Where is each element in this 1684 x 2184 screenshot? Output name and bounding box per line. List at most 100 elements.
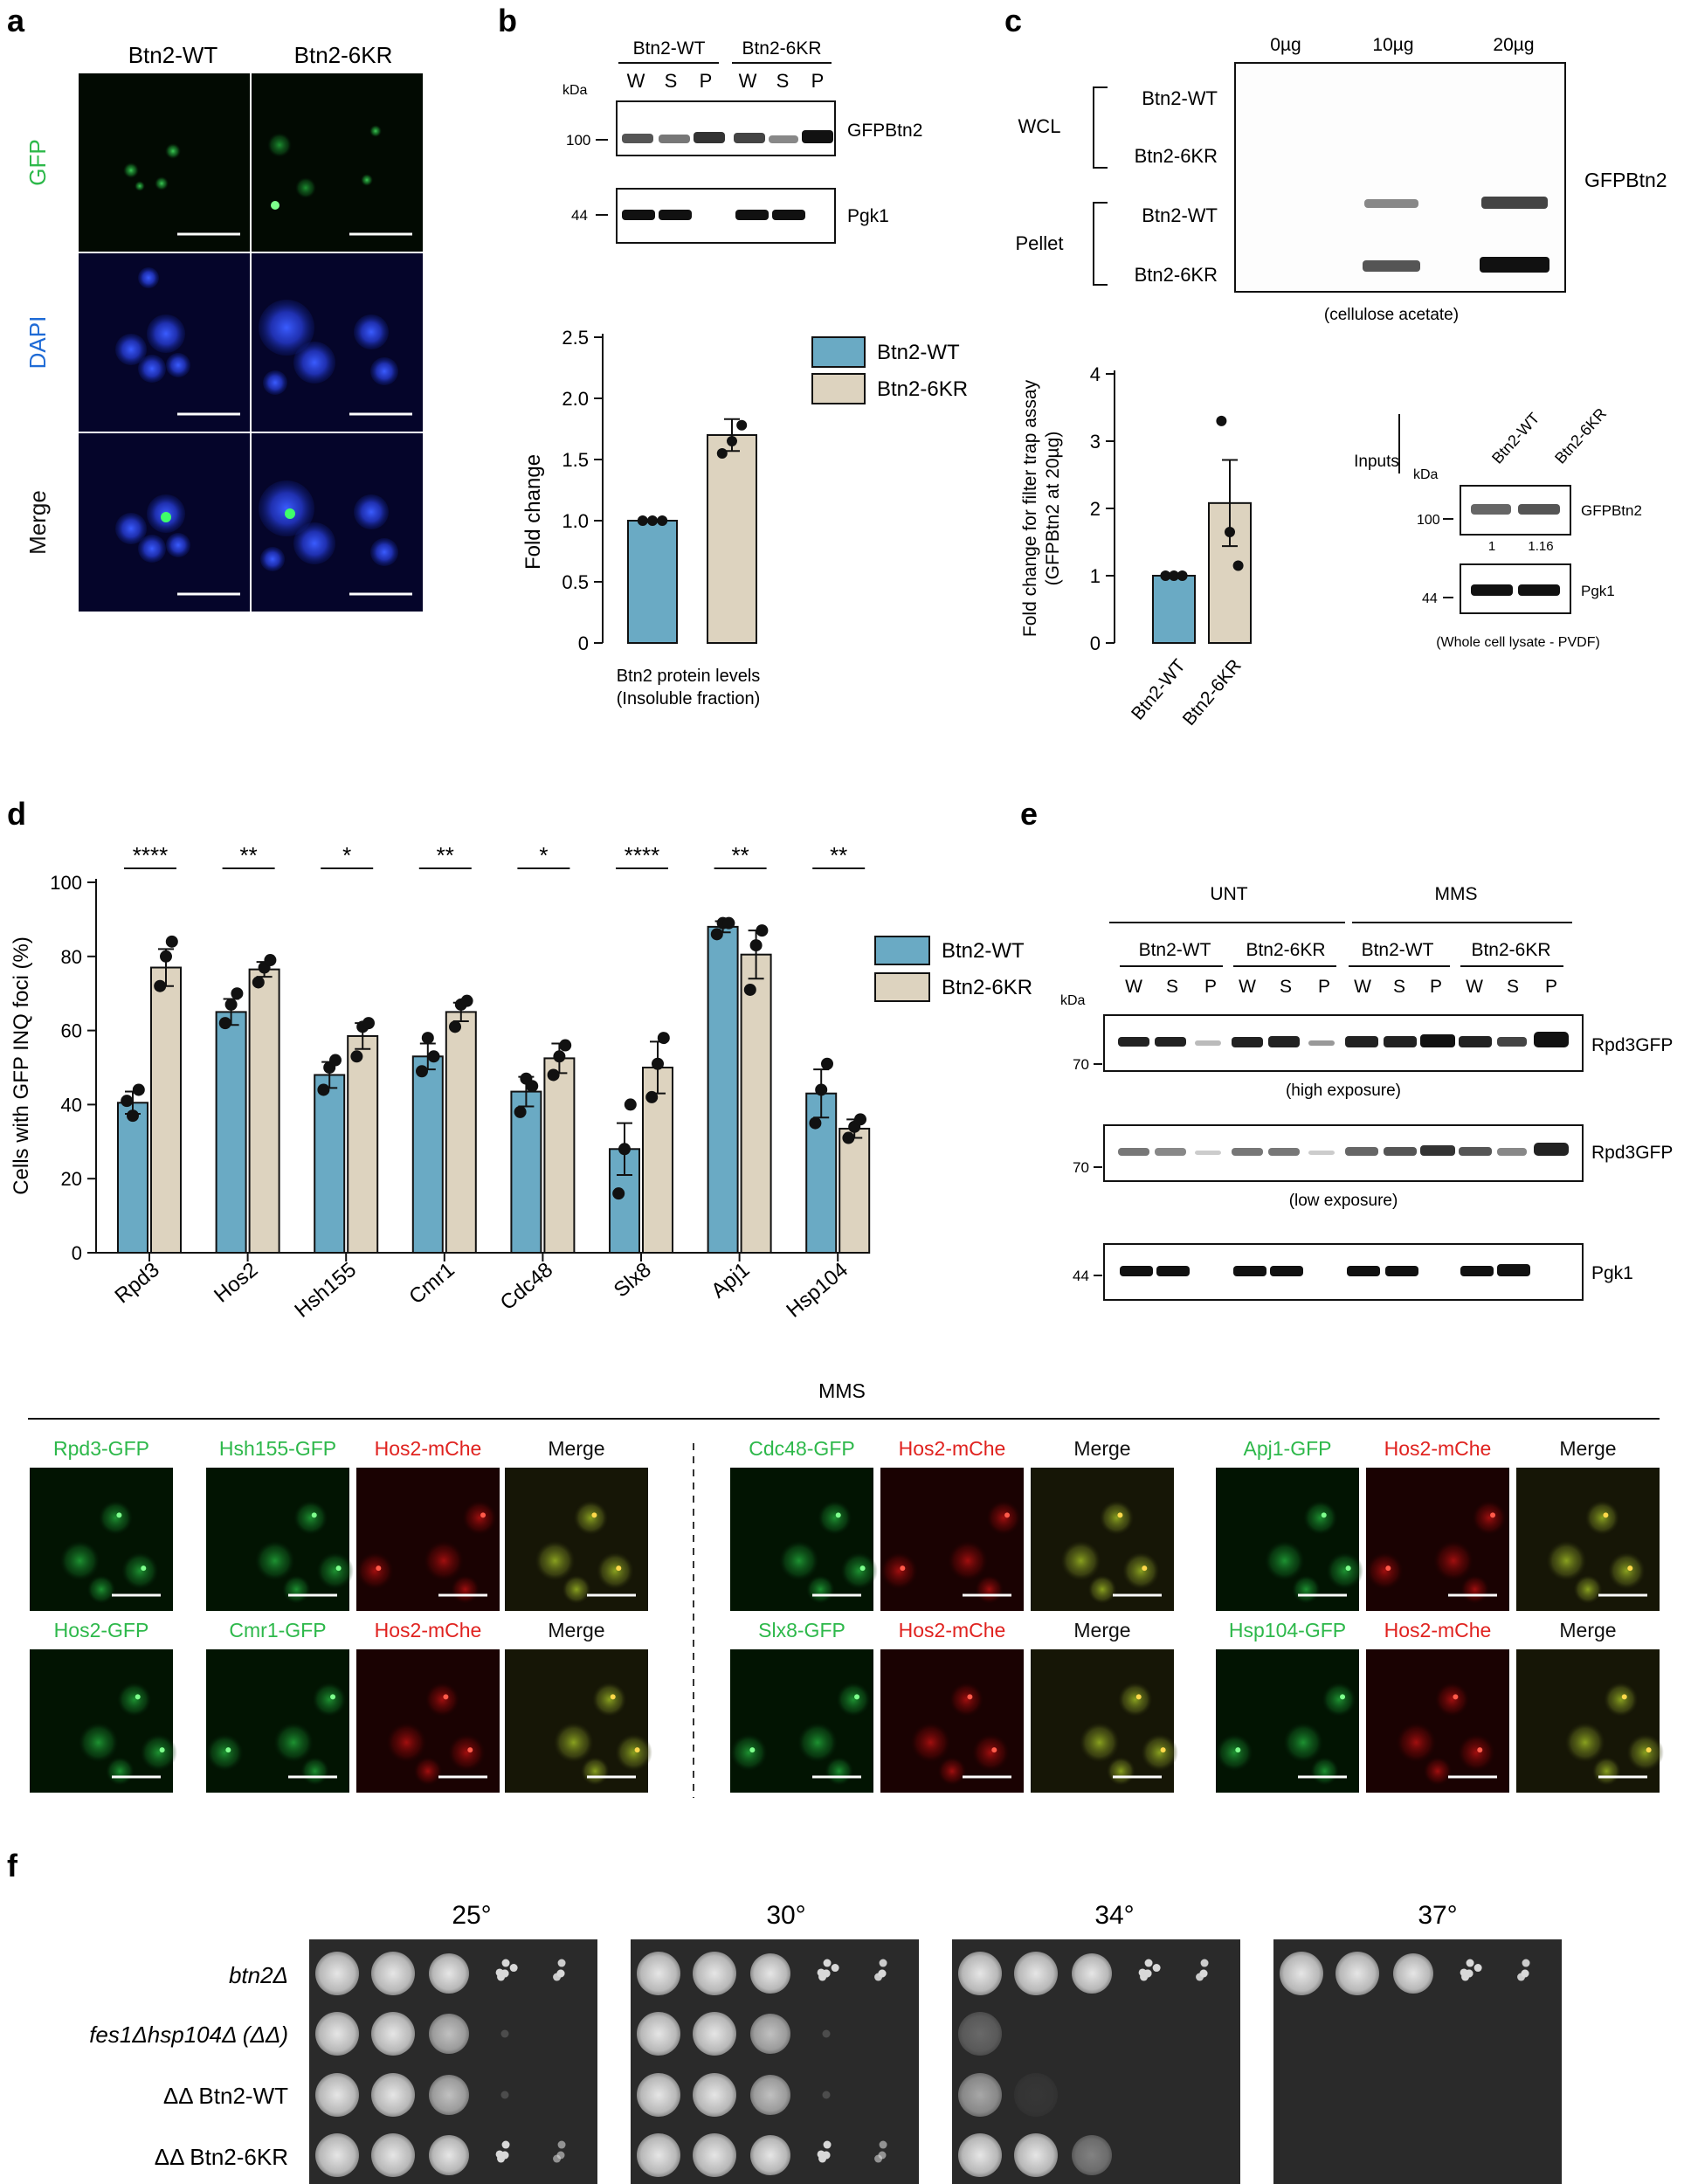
b-y-tick-label: 1.5 (562, 449, 589, 471)
micro-label: Hos2-mChe (375, 1619, 482, 1641)
f-spot (1072, 1953, 1112, 1994)
f-spot (429, 2014, 469, 2054)
micro-focus (159, 1747, 165, 1753)
micro-cell (312, 1682, 347, 1717)
micro-cell (1303, 1500, 1338, 1536)
chart-c: Fold change for filter trap assay (GFPBt… (1020, 363, 1252, 729)
c-row: Btn2-6KR (1135, 145, 1218, 167)
micro-cell (1423, 1757, 1453, 1786)
d-data-point (154, 979, 167, 992)
panel-label-b: b (498, 3, 517, 38)
e-group: Btn2-WT (1362, 940, 1434, 960)
b-lane: S (776, 70, 790, 92)
micro-cell (730, 1733, 768, 1772)
micro-cell (1283, 1722, 1324, 1763)
f-spot (693, 2012, 736, 2056)
micro-label: Hsh155-GFP (219, 1437, 336, 1460)
micro-focus (1004, 1512, 1011, 1518)
f-colony (553, 2154, 562, 2163)
micro-label: Merge (548, 1619, 604, 1641)
c-ylabel-2: (GFPBtn2 at 20µg) (1043, 432, 1063, 586)
micro-focus (634, 1747, 640, 1753)
micro-cell (1366, 1552, 1404, 1590)
f-colony (822, 2091, 831, 2099)
micro-cell (1591, 1757, 1621, 1786)
c-filter-trap: 0µg 10µg 20µg WCL Pellet Btn2-WT Btn2-6K… (1015, 35, 1667, 324)
f-colony (1522, 1959, 1530, 1967)
d-data-point (854, 1113, 866, 1126)
c-inputs-marker-100: 100 (1417, 513, 1440, 528)
e-group: Btn2-6KR (1246, 940, 1325, 960)
f-spot (371, 1952, 415, 1995)
micro-focus (1117, 1512, 1123, 1518)
micro-cell (1396, 1722, 1437, 1763)
f-spot (1014, 2073, 1058, 2117)
f-colony (1465, 1969, 1474, 1978)
c-data-point (1225, 526, 1235, 537)
d-bar (314, 1074, 346, 1254)
d-data-point (815, 1083, 828, 1096)
d-data-point (559, 1039, 572, 1052)
mms-micrographs: MMS Rpd3-GFP Hsh155-GFP Hos2-mChe Merge Cdc4… (28, 1379, 1664, 1798)
micro-focus (467, 1747, 473, 1753)
f-spot (637, 2073, 680, 2117)
b-western-blot: Btn2-WT Btn2-6KR kDa W S P W S P 100 GFP… (562, 38, 922, 244)
micro-focus (1160, 1747, 1166, 1753)
micro-cell (1122, 1552, 1160, 1590)
d-data-point (127, 1109, 139, 1123)
micro-focus (335, 1565, 342, 1572)
micro-cell (273, 1722, 314, 1763)
b-lane: W (739, 70, 757, 92)
micro-focus (991, 1747, 997, 1753)
d-significance-label: * (342, 842, 351, 868)
b-y-tick-label: 0 (578, 632, 589, 654)
micro-label: Hos2-GFP (54, 1619, 149, 1641)
panel-label-c: c (1004, 3, 1022, 38)
c-group-pellet: Pellet (1015, 232, 1063, 254)
d-ylabel: Cells with GFP INQ foci (%) (10, 936, 33, 1195)
b-xcaption-2: (Insoluble fraction) (617, 689, 761, 708)
f-colony (823, 1959, 832, 1967)
f-spot (693, 1952, 736, 1995)
micro-cell (59, 1540, 100, 1581)
micro-cell (1326, 1552, 1363, 1590)
micro-label: Rpd3-GFP (53, 1437, 149, 1460)
micro-cell (1118, 1682, 1153, 1717)
f-colony (500, 1969, 509, 1978)
b-y-tick-label: 2.0 (562, 388, 589, 410)
d-data-point (252, 976, 265, 989)
micro-cell (937, 1757, 967, 1786)
f-spot (693, 2133, 736, 2177)
micro-cell (86, 1575, 116, 1604)
d-legend: Btn2-WT Btn2-6KR (874, 936, 1032, 1002)
f-colony (500, 2091, 509, 2099)
b-bar (707, 434, 757, 644)
micro-cell (1434, 1682, 1470, 1717)
d-data-point (416, 1065, 428, 1078)
d-x-tick-label: Cmr1 (404, 1258, 459, 1309)
f-colony (1474, 1964, 1482, 1973)
d-legend-wt: Btn2-WT (942, 939, 1025, 963)
d-significance-label: **** (625, 842, 659, 868)
b-legend: Btn2-WT Btn2-6KR (811, 336, 968, 404)
f-colony (501, 2140, 510, 2149)
e-band: Rpd3GFP (1591, 1143, 1673, 1163)
micro-cell (1604, 1682, 1639, 1717)
c-x-tick-label: Btn2-6KR (1179, 655, 1246, 729)
f-colony (1144, 1959, 1153, 1967)
d-data-point (821, 1057, 833, 1070)
e-lane: S (1280, 977, 1292, 997)
c-inputs-band: Pgk1 (1581, 583, 1615, 599)
b-lane: W (627, 70, 645, 92)
b-data-point (727, 436, 737, 446)
f-spot (1014, 1952, 1058, 1995)
d-legend-swatch-kr (874, 972, 930, 1002)
micro-cell (254, 1540, 295, 1581)
c-inputs-caption: (Whole cell lysate - PVDF) (1436, 635, 1600, 650)
b-band-gfpbtn2: GFPBtn2 (847, 121, 922, 141)
c-data-point (1177, 570, 1188, 581)
micro-focus (135, 1694, 141, 1700)
e-exposure-low: (low exposure) (1289, 1192, 1398, 1210)
micro-cell (986, 1500, 1021, 1536)
f-colony (874, 2154, 883, 2163)
